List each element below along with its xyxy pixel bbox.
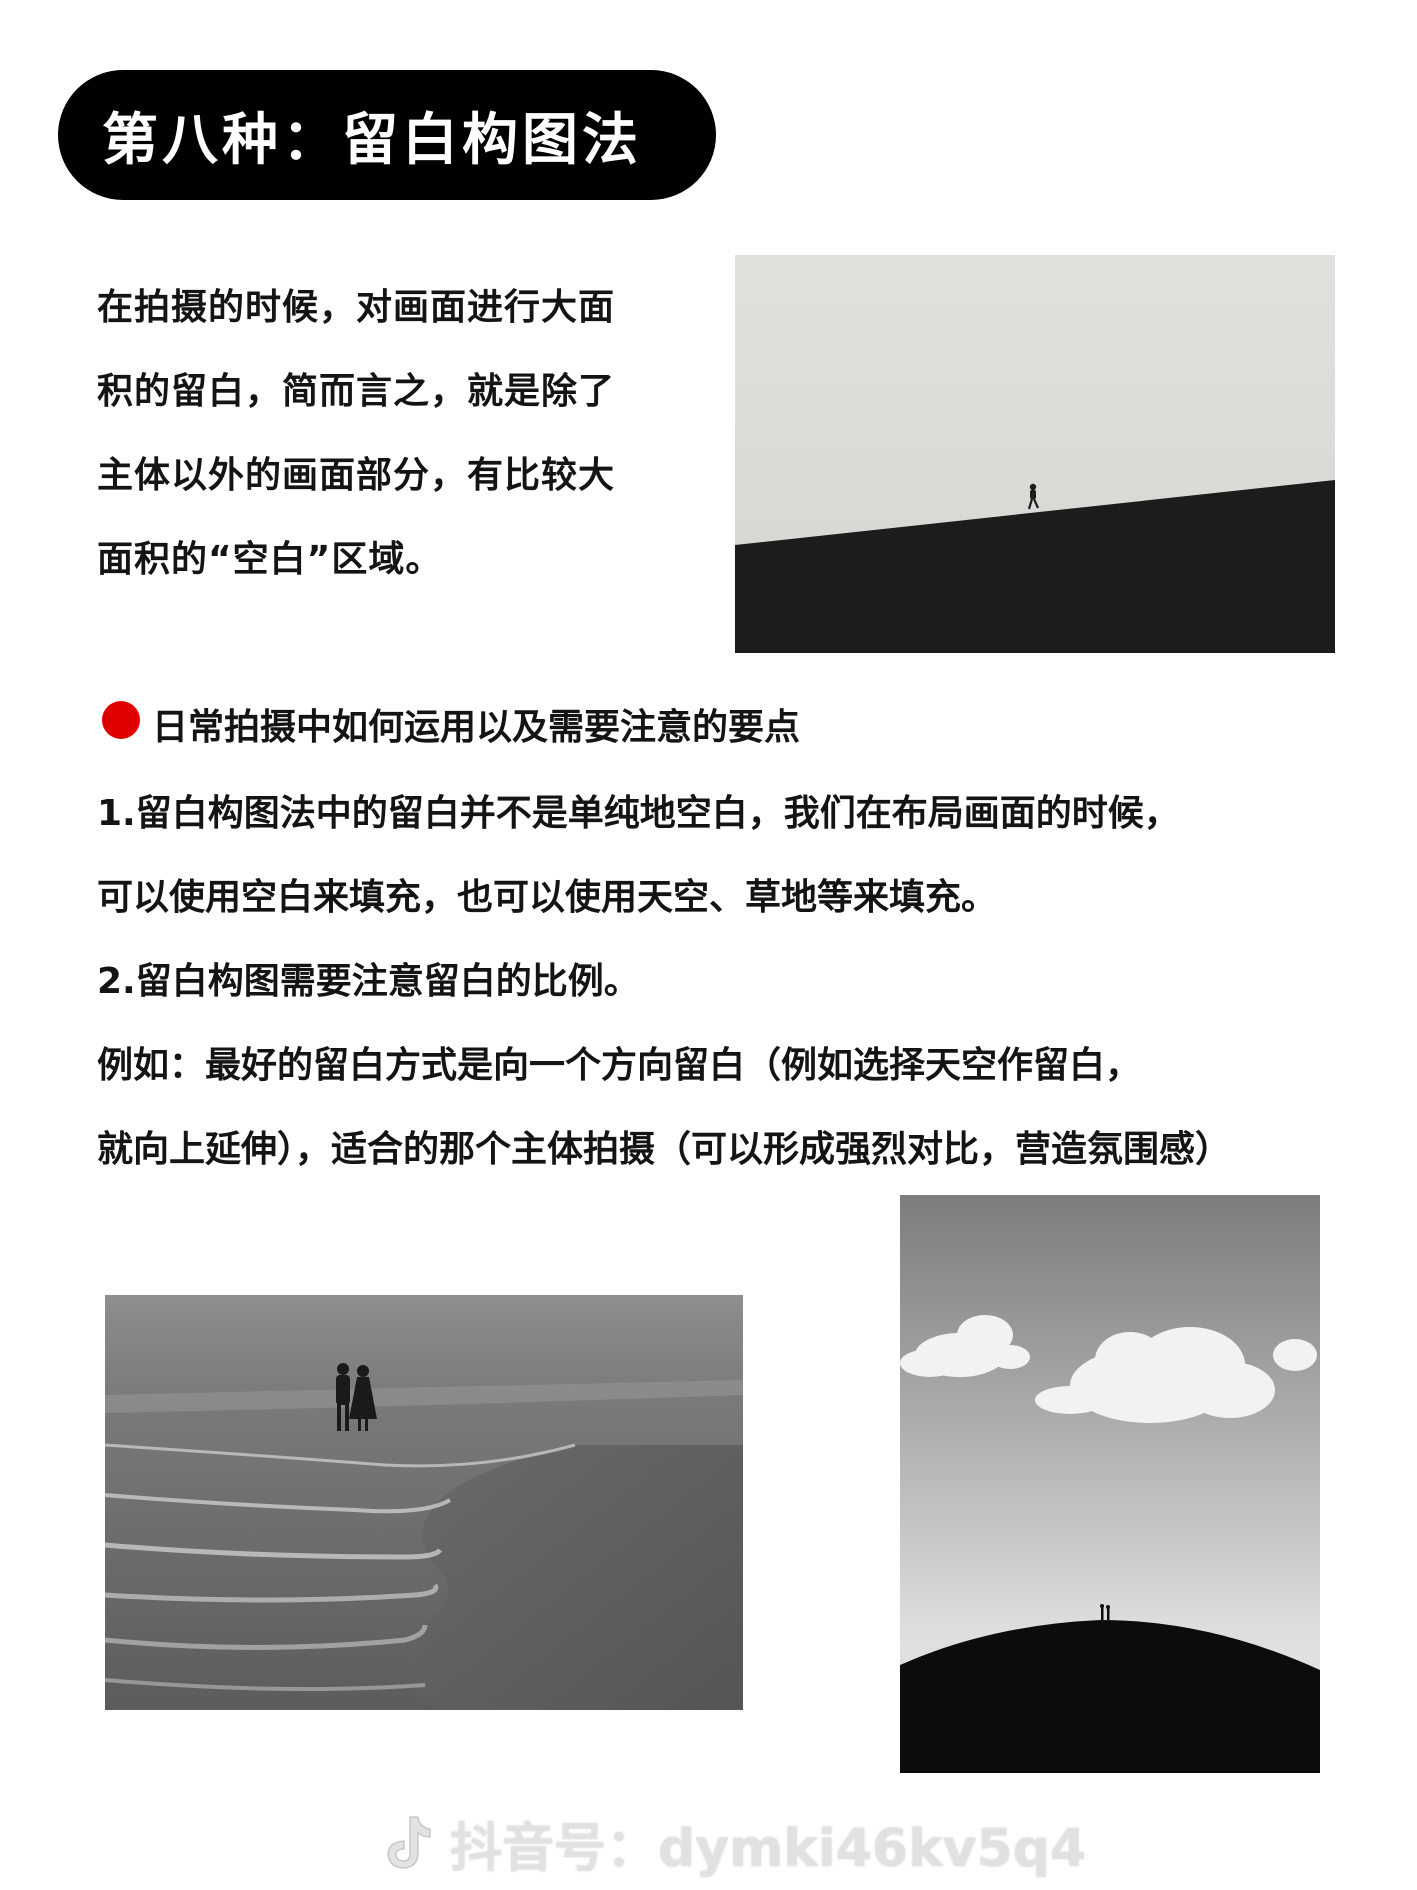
tip-line: 就向上延伸），适合的那个主体拍摄（可以形成强烈对比，营造氛围感）	[97, 1129, 1232, 1170]
photo-clouds-hill	[900, 1195, 1320, 1773]
photo-lone-walker-hill	[735, 255, 1335, 653]
tip-line: 例如：最好的留白方式是向一个方向留白（例如选择天空作留白，	[97, 1045, 1142, 1086]
intro-line: 面积的“空白”区域。	[97, 539, 443, 580]
intro-line: 在拍摄的时候，对画面进行大面	[97, 287, 616, 328]
douyin-logo-icon	[387, 1816, 431, 1869]
photo-couple-beach	[105, 1295, 743, 1710]
watermark-text: 抖音号：dymki46kv5q4	[450, 1818, 1087, 1879]
intro-line: 主体以外的画面部分，有比较大	[97, 455, 616, 496]
tips-heading: 日常拍摄中如何运用以及需要注意的要点	[152, 707, 801, 748]
douyin-watermark: 抖音号：dymki46kv5q4	[380, 1808, 1087, 1879]
page-title: 第八种：留白构图法	[102, 107, 642, 173]
title-banner: 第八种：留白构图法	[58, 70, 716, 200]
tip-line: 2.留白构图需要注意留白的比例。	[97, 961, 640, 1002]
intro-line: 积的留白，简而言之，就是除了	[97, 371, 616, 412]
red-bullet-icon	[102, 701, 140, 739]
tip-line: 可以使用空白来填充，也可以使用天空、草地等来填充。	[97, 877, 998, 918]
tip-line: 1.留白构图法中的留白并不是单纯地空白，我们在布局画面的时候，	[97, 793, 1180, 834]
